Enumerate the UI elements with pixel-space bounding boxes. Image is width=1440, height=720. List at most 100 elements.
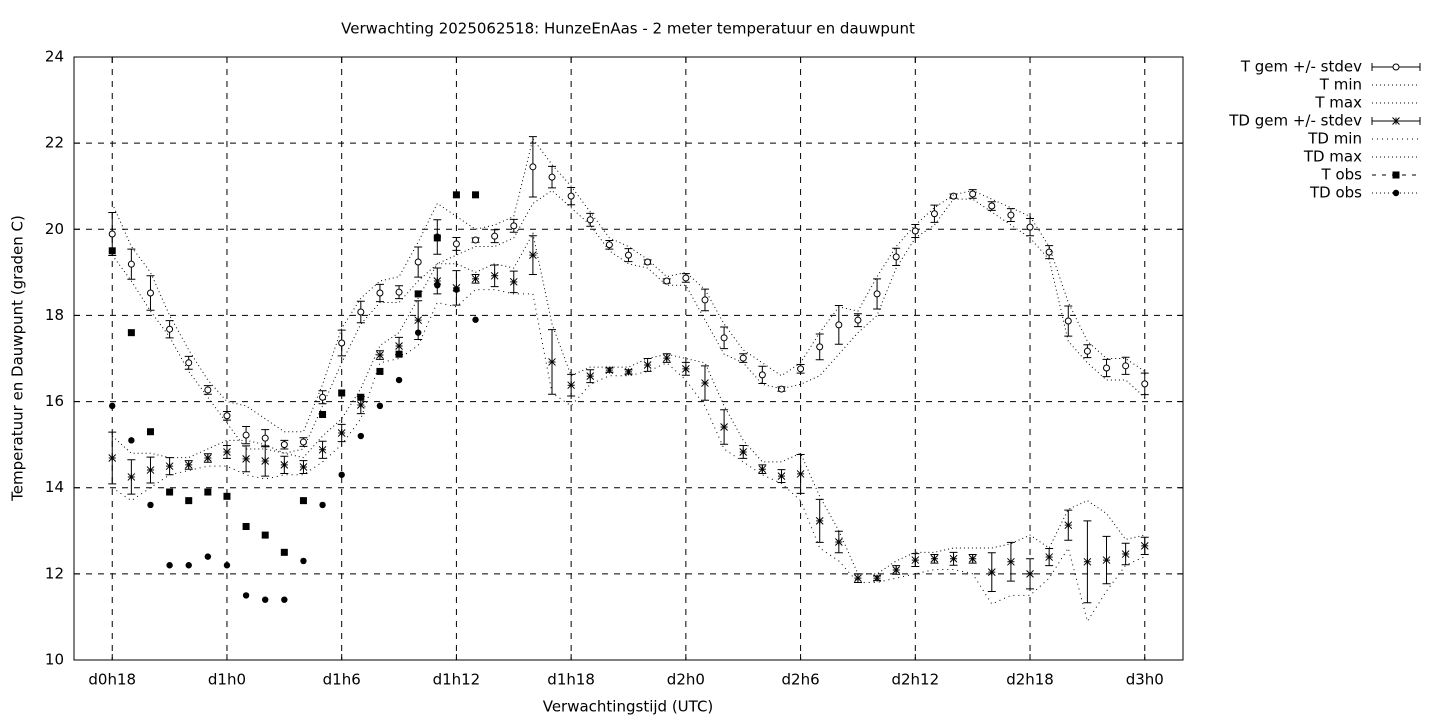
marker — [1045, 248, 1053, 256]
marker — [567, 192, 575, 200]
marker — [1064, 521, 1073, 530]
marker — [1392, 171, 1400, 179]
marker — [319, 501, 326, 509]
marker — [834, 538, 843, 546]
marker — [204, 386, 212, 394]
legend-label: TD min — [1307, 130, 1362, 148]
marker — [127, 329, 135, 337]
marker — [262, 596, 269, 603]
marker — [472, 236, 480, 244]
marker — [1392, 63, 1400, 71]
marker — [242, 592, 250, 599]
marker — [185, 562, 192, 569]
marker — [146, 466, 155, 474]
marker — [739, 448, 748, 456]
legend-label: TD max — [1303, 148, 1362, 166]
marker — [357, 308, 365, 316]
marker — [376, 351, 384, 359]
x-tick-label: d1h18 — [547, 671, 595, 689]
marker — [797, 365, 805, 373]
range-line — [111, 232, 1145, 575]
marker — [452, 240, 460, 248]
marker — [1083, 347, 1091, 355]
marker — [548, 358, 556, 366]
marker — [166, 488, 174, 496]
marker — [414, 258, 422, 266]
marker — [433, 277, 442, 285]
marker — [395, 288, 403, 296]
marker — [950, 192, 958, 200]
legend-label: TD obs — [1309, 184, 1362, 202]
marker — [261, 434, 269, 442]
y-tick-label: 14 — [45, 478, 64, 496]
marker — [873, 574, 881, 583]
marker — [108, 247, 116, 255]
y-tick-label: 22 — [45, 134, 64, 152]
marker — [414, 316, 423, 325]
marker — [892, 566, 901, 574]
y-axis-label: Temperatuur en Dauwpunt (graden C) — [9, 215, 27, 502]
marker — [338, 339, 346, 347]
marker — [395, 376, 403, 384]
marker — [854, 316, 862, 324]
marker — [452, 191, 460, 199]
marker — [701, 379, 709, 387]
marker — [395, 350, 403, 358]
x-tick-label: d1h6 — [323, 671, 361, 689]
marker — [949, 554, 958, 563]
marker — [376, 367, 384, 375]
marker — [911, 227, 919, 235]
marker — [1064, 317, 1072, 325]
marker — [242, 522, 250, 530]
marker — [930, 210, 938, 218]
marker — [184, 461, 193, 469]
x-tick-label: d0h18 — [88, 671, 136, 689]
marker — [127, 260, 135, 268]
marker — [108, 454, 117, 462]
marker — [223, 562, 231, 569]
range-line — [111, 289, 1145, 623]
y-tick-label: 16 — [45, 392, 64, 410]
marker — [414, 290, 422, 298]
marker — [146, 428, 154, 436]
range-line — [111, 189, 1146, 454]
marker — [758, 465, 767, 474]
marker — [682, 364, 690, 373]
marker — [319, 393, 327, 401]
marker — [281, 596, 288, 603]
marker — [930, 554, 939, 563]
marker — [969, 190, 977, 198]
marker — [491, 232, 499, 240]
marker — [624, 367, 633, 376]
marker — [147, 501, 154, 509]
marker — [204, 488, 212, 496]
marker — [1045, 553, 1054, 561]
marker — [911, 556, 920, 564]
marker — [337, 429, 346, 437]
marker — [185, 359, 193, 367]
marker — [146, 289, 154, 297]
marker — [815, 517, 824, 525]
marker — [586, 216, 594, 224]
legend-label: T obs — [1321, 166, 1363, 184]
range-line — [111, 137, 1146, 433]
marker — [567, 381, 575, 390]
marker — [1026, 223, 1034, 231]
marker — [643, 361, 652, 369]
marker — [127, 473, 136, 481]
marker — [777, 385, 785, 393]
marker — [223, 492, 231, 500]
marker — [586, 372, 595, 381]
marker — [338, 471, 345, 478]
marker — [242, 455, 250, 463]
marker — [395, 342, 403, 350]
marker — [892, 253, 900, 261]
marker — [529, 163, 537, 171]
marker — [280, 441, 288, 449]
marker — [1102, 556, 1111, 564]
marker — [987, 568, 996, 576]
marker — [300, 557, 307, 565]
marker — [644, 258, 652, 266]
marker — [357, 432, 365, 440]
y-tick-label: 24 — [45, 48, 64, 66]
